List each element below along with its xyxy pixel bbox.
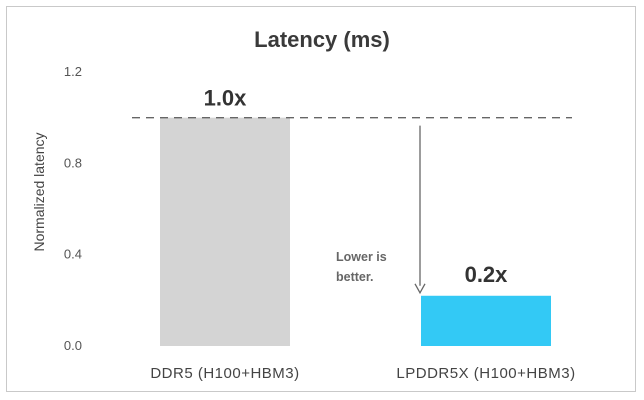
annotation-text-line-2: better. (336, 270, 374, 284)
x-category-label: LPDDR5X (H100+HBM3) (396, 365, 575, 382)
chart-title: Latency (ms) (254, 27, 390, 52)
bar-1 (160, 117, 290, 347)
y-tick-label: 1.2 (64, 64, 82, 79)
x-category-label: DDR5 (H100+HBM3) (150, 365, 299, 382)
down-arrow-icon (414, 283, 426, 295)
y-tick-label: 0.4 (64, 247, 82, 262)
y-tick-label: 0.8 (64, 155, 82, 170)
y-tick-label: 0.0 (64, 338, 82, 353)
bar-2 (421, 295, 551, 346)
bar-data-label: 0.2x (465, 262, 509, 287)
y-axis-label: Normalized latency (31, 132, 47, 251)
annotation-text-line-1: Lower is (336, 250, 387, 264)
bar-data-label: 1.0x (204, 86, 248, 111)
